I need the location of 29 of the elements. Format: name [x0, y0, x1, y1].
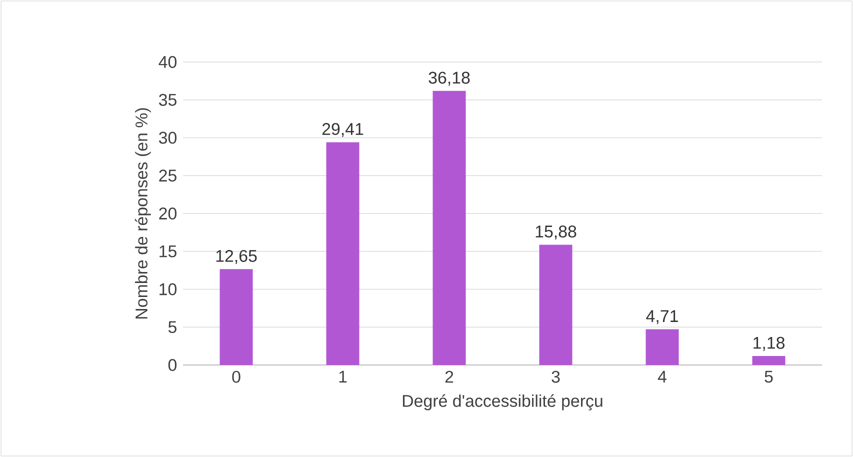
y-axis-title: Nombre de réponses (en %)	[134, 108, 151, 318]
y-tick-label: 10	[160, 283, 177, 296]
x-tick-label: 3	[552, 370, 560, 383]
bar	[326, 142, 360, 365]
x-tick-label: 0	[232, 370, 240, 383]
y-tick-label: 40	[158, 56, 177, 68]
data-label: 15,88	[536, 226, 576, 240]
y-tick-label: 0	[168, 358, 177, 371]
data-label: 12,65	[216, 250, 257, 264]
y-tick-label: 35	[158, 94, 176, 106]
x-tick-label: 4	[658, 370, 666, 382]
y-tick-label: 15	[160, 245, 176, 258]
bar	[220, 269, 253, 365]
data-label: 4,71	[646, 310, 678, 324]
bar	[752, 356, 786, 365]
x-tick-label: 2	[445, 370, 454, 383]
y-tick-label: 20	[159, 207, 177, 220]
x-axis-title: Degré d'accessibilité perçu	[402, 394, 602, 410]
y-tick-label: 30	[158, 132, 177, 144]
x-tick-label: 5	[764, 370, 773, 383]
data-label: 36,18	[428, 72, 470, 86]
bar	[539, 244, 572, 365]
data-label: 29,41	[322, 123, 364, 138]
data-label: 1,18	[754, 336, 785, 351]
bar	[646, 329, 679, 365]
y-tick-label: 25	[159, 170, 176, 182]
y-tick-label: 5	[168, 321, 176, 334]
bar	[432, 90, 466, 365]
x-tick-label: 1	[339, 370, 347, 382]
